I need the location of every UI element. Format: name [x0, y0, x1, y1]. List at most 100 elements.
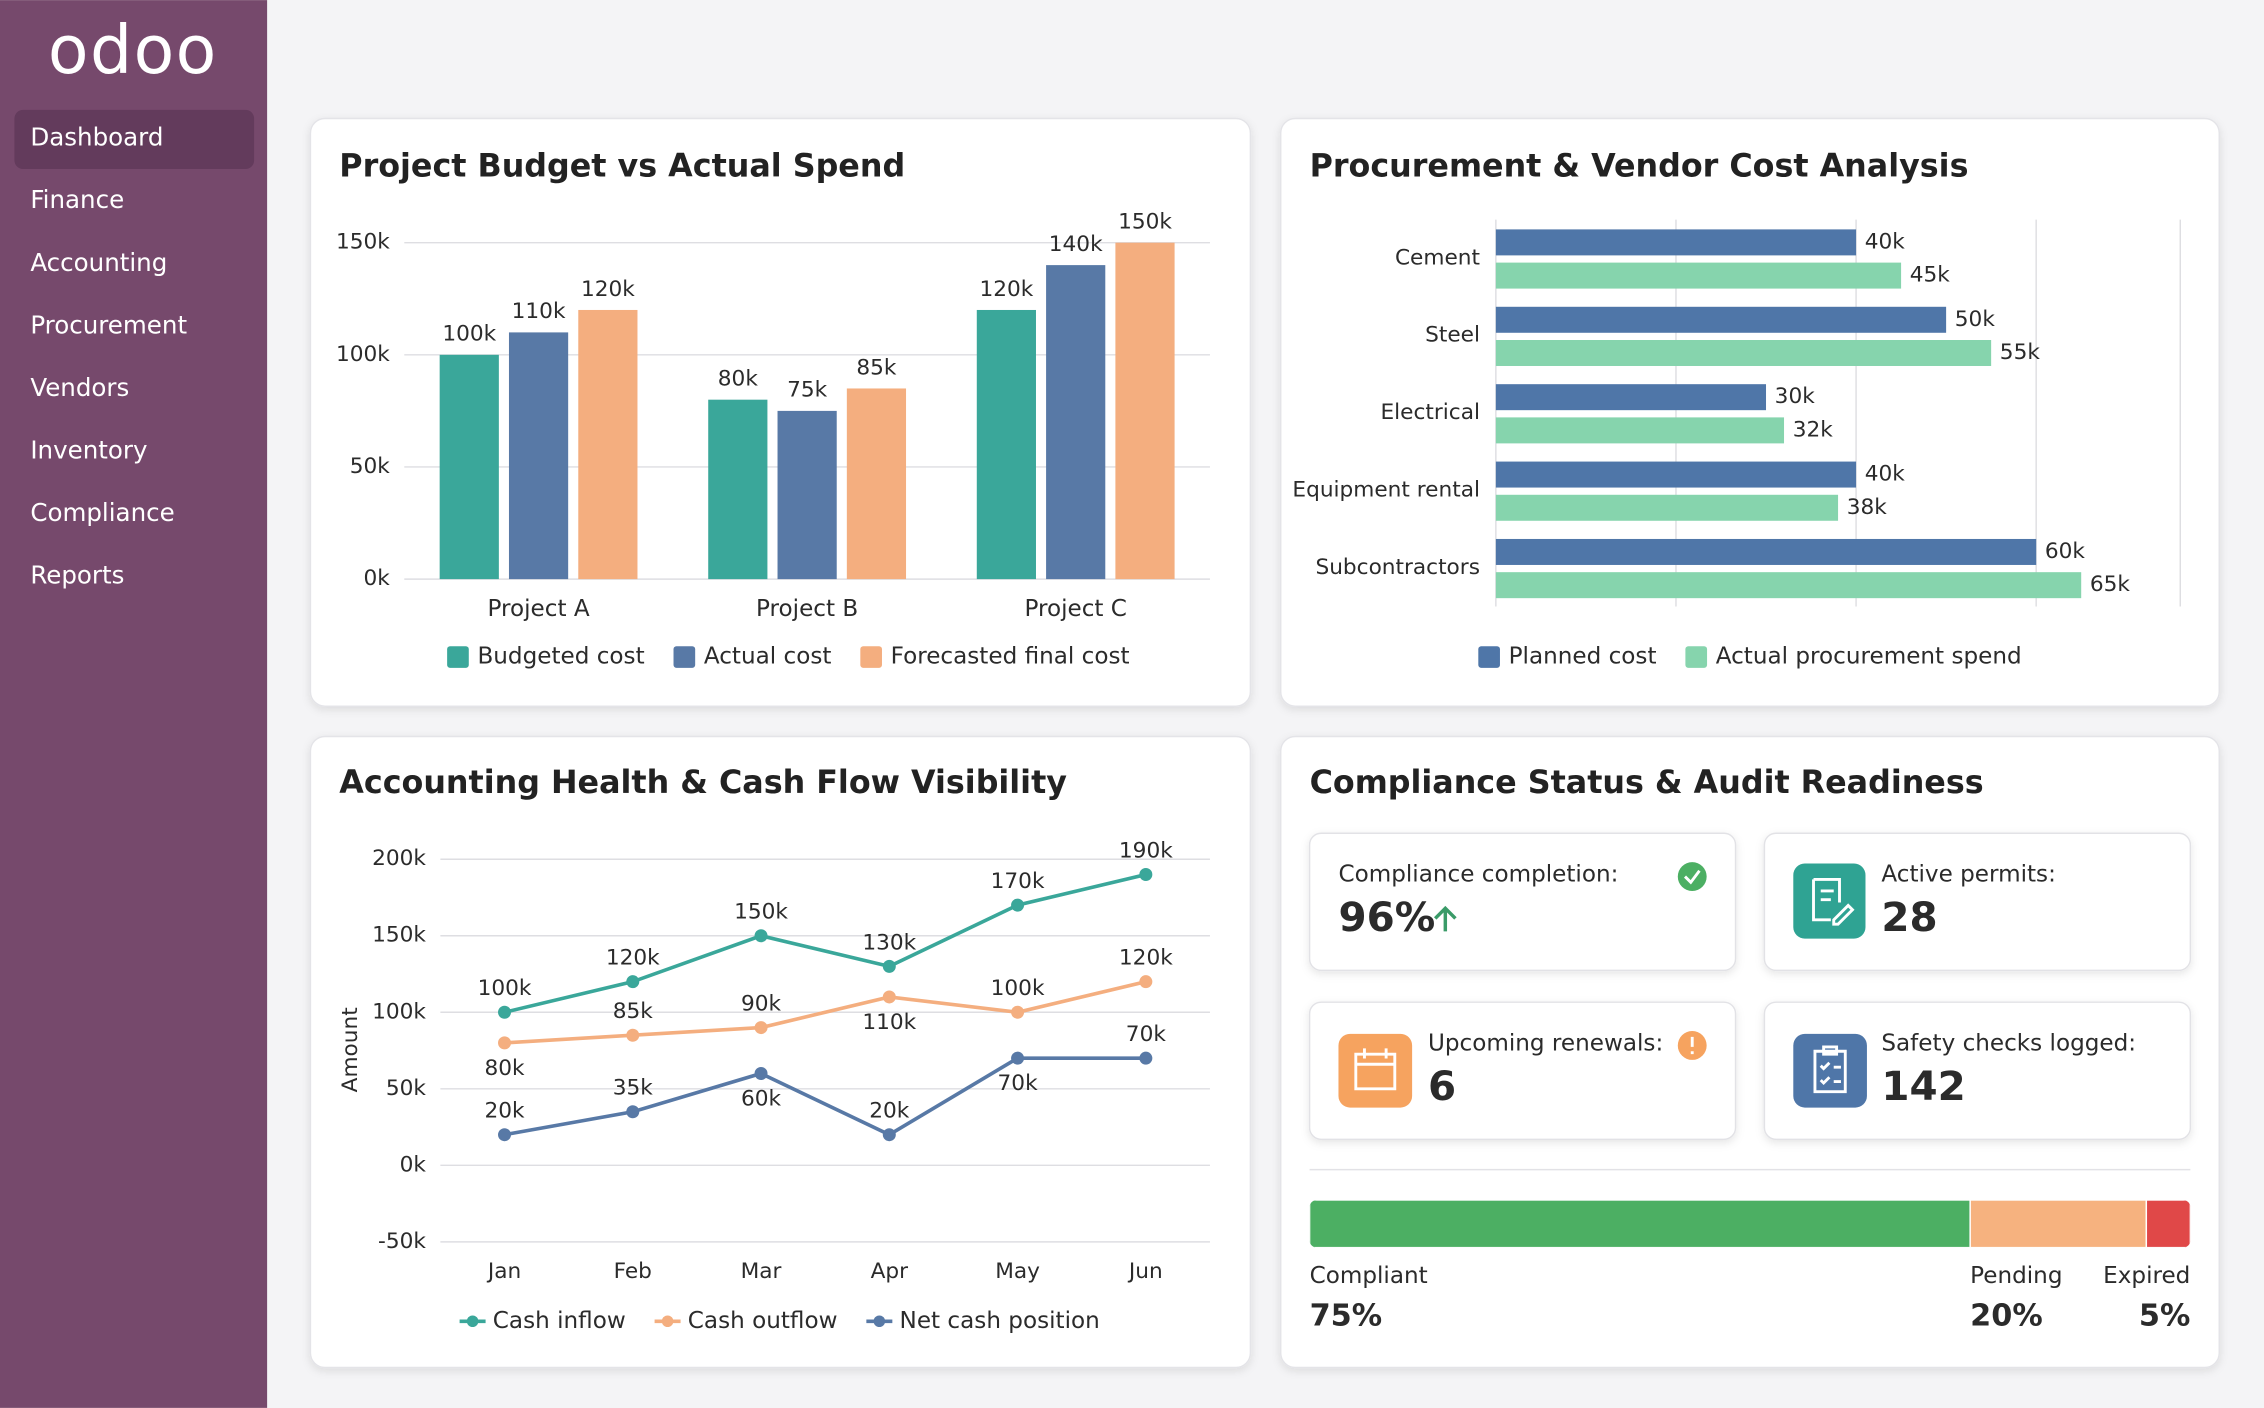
y-tick-label: 50k — [350, 454, 391, 479]
legend-label: Cash outflow — [688, 1308, 838, 1334]
y-tick-label: Electrical — [1381, 400, 1480, 425]
card-title: Accounting Health & Cash Flow Visibility — [339, 765, 1067, 801]
card-title: Compliance Status & Audit Readiness — [1310, 765, 1984, 801]
point — [498, 1036, 512, 1050]
kpi-box — [1763, 832, 2192, 972]
kpi-value: 142 — [1881, 1062, 1965, 1110]
value-label: 150k — [734, 900, 788, 925]
value-label: 70k — [1126, 1022, 1167, 1047]
segment-label: Compliant — [1310, 1263, 1428, 1289]
kpi-value: 28 — [1881, 893, 1937, 941]
legend-marker — [673, 646, 696, 668]
point — [626, 1105, 640, 1119]
kpi-box — [1308, 1001, 1737, 1141]
calendar-icon — [1338, 1033, 1413, 1108]
nav-item[interactable]: Procurement — [30, 310, 187, 339]
value-label: 170k — [991, 869, 1045, 894]
bar — [1495, 417, 1785, 444]
value-label: 120k — [1119, 946, 1173, 971]
kpi-card: Active permits: 28 — [1763, 832, 2192, 972]
bar — [1495, 339, 1992, 366]
y-axis-label: Amount — [338, 1007, 363, 1092]
legend-label: Forecasted final cost — [891, 644, 1130, 670]
kpi-box — [1763, 1001, 2192, 1141]
permit-glyph — [1812, 877, 1855, 926]
x-tick-label: Jan — [486, 1259, 521, 1284]
x-tick-label: Project A — [487, 596, 589, 622]
value-label: 100k — [478, 976, 532, 1001]
point — [882, 990, 896, 1004]
nav-item[interactable]: Finance — [30, 185, 124, 214]
bar — [1495, 461, 1857, 488]
kpi-card: Upcoming renewals: 6 — [1308, 1001, 1737, 1141]
card-title: Project Budget vs Actual Spend — [339, 149, 905, 185]
point — [498, 1128, 512, 1142]
kpi-box — [1308, 832, 1737, 972]
y-tick-label: 100k — [372, 999, 426, 1024]
value-label: 100k — [442, 322, 496, 347]
progress-segment — [1969, 1199, 2148, 1248]
progress-bar — [1309, 1199, 2191, 1248]
point — [1139, 1051, 1153, 1065]
x-tick-label: Project C — [1024, 596, 1126, 622]
y-tick-label: 0k — [400, 1152, 427, 1177]
point — [626, 1028, 640, 1042]
value-label: 85k — [613, 999, 654, 1024]
legend-marker — [661, 1315, 674, 1328]
point — [754, 1066, 768, 1080]
nav-item[interactable]: Compliance — [30, 498, 174, 527]
value-label: 75k — [787, 378, 828, 403]
y-tick-label: Cement — [1395, 245, 1480, 270]
value-label: 120k — [606, 946, 660, 971]
value-label: 20k — [869, 1099, 910, 1124]
progress-segment — [1309, 1199, 1971, 1248]
bar — [508, 332, 569, 580]
bar — [1495, 538, 2037, 565]
nav: Dashboard Finance Accounting Procurement Ven… — [14, 109, 255, 589]
kpi-card: Safety checks logged: 142 — [1763, 1001, 2192, 1141]
legend-marker — [447, 646, 469, 668]
value-label: 90k — [741, 991, 782, 1016]
value-label: 80k — [484, 1056, 525, 1081]
nav-item[interactable]: Vendors — [30, 373, 129, 402]
bar — [708, 399, 768, 580]
value-label: 60k — [2045, 539, 2086, 564]
value-label: 130k — [862, 930, 916, 955]
value-label: 100k — [991, 976, 1045, 1001]
value-label: 40k — [1865, 462, 1906, 487]
value-label: 50k — [1955, 307, 1996, 332]
y-tick-label: 200k — [372, 846, 426, 871]
kpi-value: 6 — [1428, 1062, 1456, 1110]
value-label: 20k — [484, 1099, 525, 1124]
legend: Cash inflow Cash outflow Net cash position — [459, 1308, 1100, 1334]
bar — [578, 309, 638, 580]
value-label: 110k — [512, 299, 566, 324]
x-tick-label: Project B — [756, 596, 858, 622]
legend-label: Actual cost — [704, 644, 832, 670]
legend-marker — [1478, 646, 1500, 668]
value-label: 190k — [1119, 838, 1173, 863]
legend-label: Actual procurement spend — [1716, 644, 2022, 670]
bar — [846, 388, 907, 580]
legend-marker — [1685, 646, 1708, 668]
value-label: 70k — [998, 1071, 1039, 1096]
value-label: 140k — [1049, 232, 1103, 257]
point — [1011, 1005, 1025, 1019]
point — [1139, 868, 1153, 882]
value-label: 65k — [2090, 572, 2131, 597]
nav-item[interactable]: Dashboard — [30, 123, 163, 152]
nav-item[interactable]: Accounting — [30, 248, 167, 277]
value-label: 120k — [581, 277, 635, 302]
legend-label: Net cash position — [900, 1308, 1100, 1334]
line — [504, 872, 1147, 1015]
point — [1139, 975, 1153, 989]
nav-item[interactable]: Inventory — [30, 435, 147, 464]
value-label: 85k — [856, 355, 897, 380]
kpi-card: Compliance completion: 96% — [1308, 832, 1737, 972]
nav-item[interactable]: Reports — [30, 560, 124, 589]
check-mark — [1683, 869, 1701, 885]
legend-marker — [860, 646, 882, 668]
progress-segment — [2145, 1199, 2191, 1248]
kpi-label: Active permits: — [1881, 862, 2056, 888]
